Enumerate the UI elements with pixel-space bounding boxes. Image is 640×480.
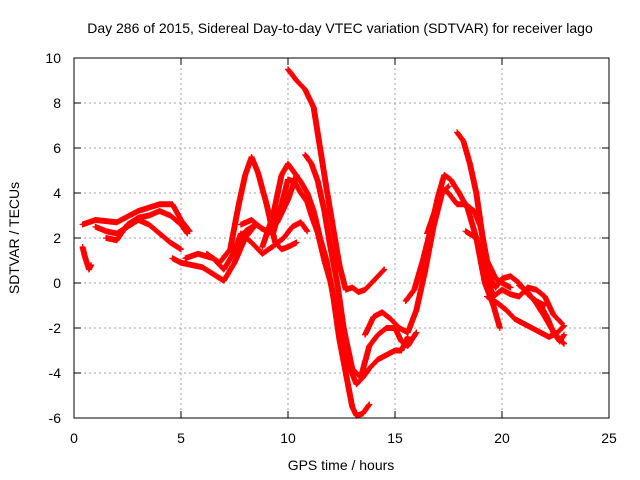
point-markers bbox=[340, 325, 420, 381]
tick-labels: 0 5 10 15 20 25 -6 -4 -2 0 2 4 6 8 10 bbox=[45, 50, 617, 446]
y-tick-label: 6 bbox=[53, 140, 61, 156]
series-sat-4 bbox=[103, 208, 191, 244]
point-markers bbox=[285, 66, 388, 295]
x-tick-label: 5 bbox=[177, 430, 185, 446]
y-tick-label: 10 bbox=[45, 50, 61, 66]
point-markers bbox=[79, 244, 95, 273]
chart-title: Day 286 of 2015, Sidereal Day-to-day VTE… bbox=[87, 20, 593, 36]
axis-ticks bbox=[73, 57, 610, 419]
series-sat-1 bbox=[79, 201, 193, 235]
series-sat-5 bbox=[169, 221, 259, 284]
series-sat-21 bbox=[537, 302, 568, 345]
series-sat-13 bbox=[340, 325, 420, 381]
point-markers bbox=[79, 201, 193, 235]
series-sat-12 bbox=[285, 66, 388, 295]
y-tick-label: 2 bbox=[53, 230, 61, 246]
point-markers bbox=[229, 219, 311, 259]
x-tick-label: 20 bbox=[494, 430, 510, 446]
point-markers bbox=[537, 302, 568, 345]
data-points bbox=[79, 66, 568, 419]
x-tick-label: 15 bbox=[387, 430, 403, 446]
y-axis-label: SDTVAR / TECUs bbox=[6, 182, 22, 294]
x-tick-label: 25 bbox=[601, 430, 617, 446]
y-tick-label: 4 bbox=[53, 185, 61, 201]
y-tick-label: 0 bbox=[53, 275, 61, 291]
y-tick-label: -4 bbox=[49, 365, 62, 381]
x-tick-label: 10 bbox=[280, 430, 296, 446]
x-axis-label: GPS time / hours bbox=[288, 457, 395, 473]
y-tick-label: -2 bbox=[49, 320, 62, 336]
y-tick-label: -6 bbox=[49, 410, 62, 426]
point-markers bbox=[169, 221, 259, 284]
x-tick-label: 0 bbox=[70, 430, 78, 446]
series-sat-8 bbox=[229, 219, 311, 259]
y-tick-label: 8 bbox=[53, 95, 61, 111]
point-markers bbox=[259, 160, 373, 419]
point-markers bbox=[103, 208, 191, 244]
series-sat-10 bbox=[259, 160, 373, 419]
series-sat-2 bbox=[79, 244, 95, 273]
